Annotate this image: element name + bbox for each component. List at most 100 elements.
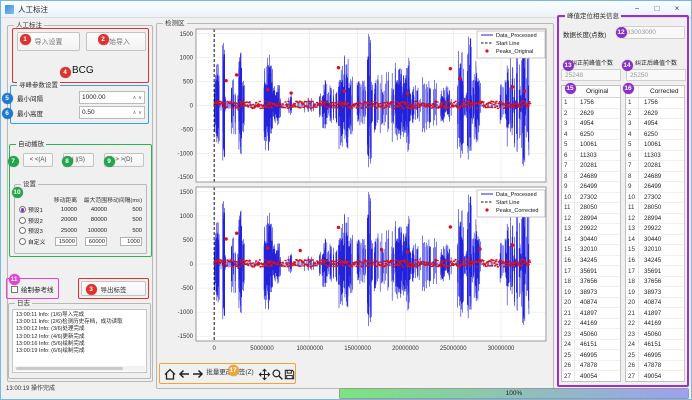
table-row[interactable]: 2345060 xyxy=(626,329,684,340)
table-row[interactable]: 22629 xyxy=(562,109,620,120)
table-row[interactable]: 1128050 xyxy=(626,203,684,214)
checkbox-icon xyxy=(11,286,18,293)
pan-icon[interactable] xyxy=(257,367,271,381)
autoplay-back-button[interactable]: < <(A) xyxy=(23,153,53,167)
table-row[interactable]: 2345060 xyxy=(562,329,620,340)
corrected-peaks-table[interactable]: Corrected1175622629349544625051006161130… xyxy=(625,85,685,382)
preset-row-预设3: 预设325000100000500 xyxy=(16,226,145,237)
back-icon[interactable] xyxy=(177,367,191,381)
autoplay-settings-title: 设置 xyxy=(21,180,38,189)
table-row[interactable]: 1532010 xyxy=(562,245,620,256)
log-line: 13:00:19 Info: (6/6)绘制完成 xyxy=(13,348,146,355)
spin-up-icon[interactable]: ∧ xyxy=(133,95,137,101)
table-row[interactable]: 2647878 xyxy=(626,361,684,372)
pre-count-field[interactable]: 25248 xyxy=(561,69,621,81)
table-row[interactable]: 611303 xyxy=(626,151,684,162)
spin-down-icon[interactable]: ∨ xyxy=(138,95,142,101)
table-row[interactable]: 2446151 xyxy=(562,340,620,351)
table-row[interactable]: 1430440 xyxy=(626,235,684,246)
table-row[interactable]: 2141897 xyxy=(626,308,684,319)
table-row[interactable]: 824689 xyxy=(562,172,620,183)
save-icon[interactable] xyxy=(282,367,296,381)
table-row[interactable]: 46250 xyxy=(626,130,684,141)
table-row[interactable]: 720281 xyxy=(562,161,620,172)
table-row[interactable]: 1027302 xyxy=(626,193,684,204)
table-row[interactable]: 2749054 xyxy=(562,371,620,382)
table-row[interactable]: 611303 xyxy=(562,151,620,162)
table-row[interactable]: 510061 xyxy=(626,140,684,151)
log-scrollbar[interactable] xyxy=(14,366,145,371)
table-row[interactable]: 34954 xyxy=(562,119,620,130)
table-row[interactable]: 926499 xyxy=(562,182,620,193)
min-height-label: 最小高度 xyxy=(17,108,43,118)
table-row[interactable]: 1228994 xyxy=(562,214,620,225)
table-row[interactable]: 1634245 xyxy=(626,256,684,267)
table-row[interactable]: 2446151 xyxy=(626,340,684,351)
preset-custom-input[interactable]: 15000 xyxy=(55,237,77,246)
table-row[interactable]: 2244169 xyxy=(562,319,620,330)
table-row[interactable]: 2546995 xyxy=(626,350,684,361)
spin-up-icon[interactable]: ∧ xyxy=(133,110,137,116)
table-row[interactable]: 1027302 xyxy=(562,193,620,204)
data-length-field[interactable]: 33003000 xyxy=(623,26,685,39)
svg-text:-500: -500 xyxy=(181,127,194,133)
preset-value: 500 xyxy=(107,217,144,223)
table-row[interactable]: 1735691 xyxy=(562,266,620,277)
preset-custom-input[interactable]: 60000 xyxy=(85,237,107,246)
radio-icon[interactable] xyxy=(19,238,26,245)
spin-down-icon[interactable]: ∨ xyxy=(138,110,142,116)
table-row[interactable]: 11756 xyxy=(626,98,684,109)
table-row[interactable]: 824689 xyxy=(626,172,684,183)
table-row[interactable]: 2141897 xyxy=(562,308,620,319)
min-height-spinbox[interactable]: 0.50 ∧∨ xyxy=(79,106,145,119)
table-row[interactable]: 1634245 xyxy=(562,256,620,267)
log-scrollbar-thumb[interactable] xyxy=(16,367,123,370)
table-row[interactable]: 1837656 xyxy=(626,277,684,288)
table-row[interactable]: 1329922 xyxy=(626,224,684,235)
preset-column-header: 最大范围 xyxy=(77,195,107,204)
table-row[interactable]: 1128050 xyxy=(562,203,620,214)
table-row[interactable]: 1837656 xyxy=(562,277,620,288)
svg-text:Data_Processed: Data_Processed xyxy=(496,33,537,39)
table-row[interactable]: 1228994 xyxy=(626,214,684,225)
table-row[interactable]: 11756 xyxy=(562,98,620,109)
table-row[interactable]: 1532010 xyxy=(626,245,684,256)
chart-bottom[interactable]: -1500-1000-50005001000150005000000100000… xyxy=(159,184,551,358)
table-row[interactable]: 1329922 xyxy=(562,224,620,235)
radio-icon[interactable] xyxy=(19,227,26,234)
table-row[interactable]: 34954 xyxy=(626,119,684,130)
preset-custom-input[interactable]: 1000 xyxy=(120,237,142,246)
left-panel-title: 人工标注 xyxy=(14,21,44,30)
table-row[interactable]: 2244169 xyxy=(626,319,684,330)
table-row[interactable]: 2546995 xyxy=(562,350,620,361)
preset-column-header: 移动间隔(ms) xyxy=(107,195,144,204)
table-row[interactable]: 46250 xyxy=(562,130,620,141)
table-row[interactable]: 1430440 xyxy=(562,235,620,246)
log-area[interactable]: 13:00:11 Info: (1/6)导入完成13:00:11 Info: (… xyxy=(12,309,147,373)
svg-text:Peaks_Original: Peaks_Original xyxy=(496,49,533,55)
table-row[interactable]: 1938973 xyxy=(626,287,684,298)
table-row[interactable]: 2040874 xyxy=(562,298,620,309)
table-row[interactable]: 1938973 xyxy=(562,287,620,298)
original-peaks-table[interactable]: Original11756226293495446250510061611303… xyxy=(561,85,621,382)
start-import-button[interactable]: 开始导入 xyxy=(86,32,146,51)
table-row[interactable]: 2749054 xyxy=(626,371,684,382)
table-row[interactable]: 1735691 xyxy=(626,266,684,277)
radio-icon[interactable] xyxy=(19,217,26,224)
chart-top[interactable]: -1500-1000-500050010001500Data_Processed… xyxy=(159,25,551,184)
min-interval-label: 最小间隔 xyxy=(17,93,43,103)
svg-text:-1500: -1500 xyxy=(178,175,194,181)
table-row[interactable]: 510061 xyxy=(562,140,620,151)
forward-icon[interactable] xyxy=(191,367,205,381)
table-row[interactable]: 720281 xyxy=(626,161,684,172)
reference-line-checkbox[interactable]: 绘制参考线 xyxy=(11,284,54,294)
table-row[interactable]: 2647878 xyxy=(562,361,620,372)
home-icon[interactable] xyxy=(163,367,177,381)
table-row[interactable]: 22629 xyxy=(626,109,684,120)
table-row[interactable]: 2040874 xyxy=(626,298,684,309)
radio-icon[interactable] xyxy=(19,206,26,213)
table-row[interactable]: 926499 xyxy=(626,182,684,193)
post-count-field[interactable]: 25250 xyxy=(626,69,686,81)
min-interval-spinbox[interactable]: 1000.00 ∧∨ xyxy=(79,91,145,104)
preset-value: 100000 xyxy=(77,228,107,234)
